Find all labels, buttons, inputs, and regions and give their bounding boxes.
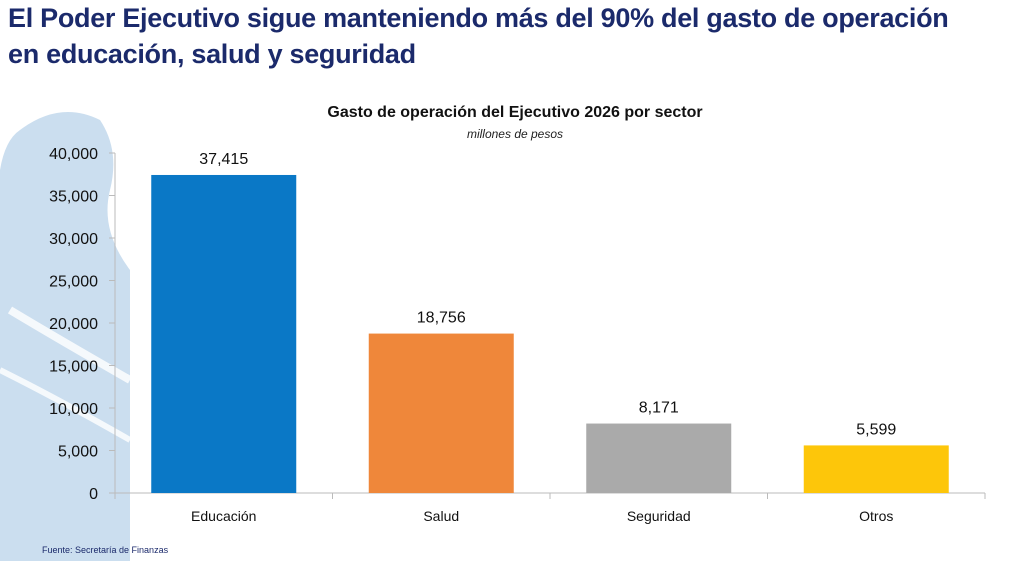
y-tick-label: 35,000 — [49, 189, 98, 206]
bar-otros — [803, 445, 949, 493]
data-label: 18,756 — [417, 310, 466, 327]
x-tick-label: Seguridad — [627, 508, 691, 524]
bar-seguridad — [586, 423, 732, 493]
x-tick-label: Otros — [859, 508, 893, 524]
y-tick-label: 20,000 — [49, 316, 98, 333]
x-tick-label: Educación — [191, 508, 256, 524]
headline-line1: El Poder Ejecutivo sigue manteniendo más… — [8, 3, 949, 33]
y-tick-label: 10,000 — [49, 401, 98, 418]
source-note: Fuente: Secretaría de Finanzas — [42, 545, 169, 555]
y-tick-label: 30,000 — [49, 231, 98, 248]
data-label: 37,415 — [199, 151, 248, 168]
y-tick-label: 40,000 — [49, 146, 98, 163]
headline-line2: en educación, salud y seguridad — [8, 39, 416, 69]
y-tick-label: 0 — [89, 486, 98, 503]
chart-subtitle: millones de pesos — [467, 127, 563, 141]
bar-salud — [368, 333, 514, 493]
headline: El Poder Ejecutivo sigue manteniendo más… — [8, 0, 949, 72]
data-label: 8,171 — [639, 400, 679, 417]
y-tick-label: 5,000 — [58, 444, 98, 461]
chart-title: Gasto de operación del Ejecutivo 2026 po… — [327, 104, 702, 121]
data-label: 5,599 — [856, 421, 896, 438]
bar-educación — [151, 174, 297, 493]
y-tick-label: 15,000 — [49, 359, 98, 376]
y-tick-label: 25,000 — [49, 274, 98, 291]
x-tick-label: Salud — [423, 508, 459, 524]
